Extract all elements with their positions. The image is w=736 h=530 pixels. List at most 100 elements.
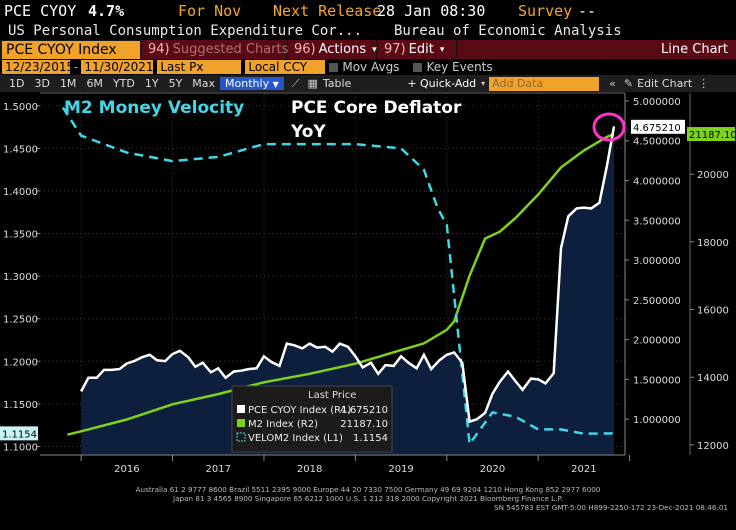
pce-last-tag: 4.675210 xyxy=(633,123,681,134)
highlight-circle xyxy=(592,112,626,142)
quick-add-button[interactable]: + Quick-Add xyxy=(407,77,477,90)
r2-tick-label: 12000 xyxy=(697,441,729,452)
legend-value-pce: 4.675210 xyxy=(340,405,388,416)
ticker-header: PCE CYOY 4.7% For Nov Next Release 28 Ja… xyxy=(0,0,736,21)
edit-chart-icon: ✎ xyxy=(623,77,634,90)
r2-tick-label: 20000 xyxy=(697,170,729,181)
chart-settings-row: 12/23/2015 - 11/30/2021 Last Px Local CC… xyxy=(0,59,736,75)
security-description: US Personal Consumption Expenditure Cor.… xyxy=(8,22,363,39)
survey-label: Survey xyxy=(518,1,573,20)
chart-type-title: Line Chart xyxy=(458,40,736,59)
table-icon: ▦ xyxy=(307,77,318,90)
edit-label: Edit xyxy=(408,42,434,57)
tab-1y[interactable]: 1Y xyxy=(144,77,159,90)
edit-dropdown-icon: ▾ xyxy=(439,44,445,55)
table-button[interactable]: Table xyxy=(322,77,352,90)
pce-last-tag-bg xyxy=(631,119,685,134)
suggested-charts-number: 94) xyxy=(148,42,170,57)
frequency-label: Monthly xyxy=(225,77,270,90)
pce-annotation-line1: PCE Core Deflator xyxy=(291,98,462,118)
l1-tick-label: 1.3000 xyxy=(3,272,38,283)
actions-label: Actions xyxy=(318,42,367,57)
last-value: 4.7% xyxy=(88,1,125,20)
legend-swatch-velocity xyxy=(236,432,246,442)
r1-tick-label: 2.500000 xyxy=(633,296,681,307)
velocity-last-tag-bg xyxy=(0,426,38,441)
suggested-charts-label: Suggested Charts xyxy=(172,42,289,57)
r1-tick-label: 3.000000 xyxy=(633,256,681,267)
survey-value: -- xyxy=(578,1,597,20)
velocity-last-tag: 1.1154 xyxy=(2,429,37,440)
l1-tick-label: 1.2000 xyxy=(3,357,38,368)
period-tabs-row: 1D 3D 1M 6M YTD 1Y 5Y Max Monthly ▼ ⟋ ▦ … xyxy=(0,75,736,92)
r2-tick-label: 16000 xyxy=(697,306,729,317)
edit-menu[interactable]: 97) Edit ▾ xyxy=(378,40,456,59)
chart-settings-icon[interactable]: ⋮ xyxy=(698,77,710,90)
line-chart-icon[interactable]: ⟋ xyxy=(291,76,300,90)
r1-tick-label: 4.000000 xyxy=(633,177,681,188)
edit-number: 97) xyxy=(384,42,406,57)
ticker-symbol: PCE CYOY xyxy=(4,1,77,20)
mov-avgs-checkbox[interactable] xyxy=(329,62,339,72)
legend-label-velocity: VELOM2 Index (L1) xyxy=(248,433,343,444)
actions-menu[interactable]: 96) Actions ▾ xyxy=(288,40,377,59)
tab-5y[interactable]: 5Y xyxy=(168,77,183,90)
x-tick-label: 2019 xyxy=(388,464,413,475)
tab-1m[interactable]: 1M xyxy=(59,77,77,90)
currency-select[interactable]: Local CCY xyxy=(245,60,326,74)
l1-tick-label: 1.4000 xyxy=(3,187,38,198)
axis-l1: 1.1000 1.1500 1.2000 1.2500 1.3000 1.3500 1.40… xyxy=(3,102,40,453)
next-release-date: 28 Jan 08:30 xyxy=(377,1,486,20)
r1-tick-label: 1.500000 xyxy=(633,375,681,386)
tab-6m[interactable]: 6M xyxy=(86,77,103,90)
x-tick-label: 2017 xyxy=(206,464,231,475)
legend-swatch-pce xyxy=(237,405,245,413)
r2-tick-label: 18000 xyxy=(697,238,729,249)
frequency-select[interactable]: Monthly ▼ xyxy=(220,77,284,90)
l1-tick-label: 1.3500 xyxy=(3,230,38,241)
r1-tick-label: 1.000000 xyxy=(633,415,681,426)
m2-last-tag-bg xyxy=(687,127,735,142)
data-source: Bureau of Economic Analysis xyxy=(394,22,622,39)
end-date-input[interactable]: 11/30/2021 xyxy=(81,60,154,74)
m2-series-line xyxy=(67,132,615,436)
key-events-checkbox[interactable] xyxy=(413,62,423,72)
velocity-series-line xyxy=(61,106,615,448)
legend-value-m2: 21187.10 xyxy=(340,419,388,430)
l1-tick-label: 1.5000 xyxy=(3,102,38,113)
next-release-label: Next Release xyxy=(273,1,382,20)
key-events-label: Key Events xyxy=(426,60,493,74)
legend-swatch-m2 xyxy=(237,419,245,427)
r1-tick-label: 3.500000 xyxy=(633,216,681,227)
l1-tick-label: 1.1000 xyxy=(3,442,38,453)
price-field-select[interactable]: Last Px xyxy=(157,60,242,74)
footer-contacts-2: Japan 81 3 4565 8900 Singapore 65 6212 1… xyxy=(172,494,563,503)
x-tick-label: 2018 xyxy=(297,464,322,475)
m2-last-tag: 21187.10 xyxy=(689,130,736,141)
edit-chart-button[interactable]: Edit Chart xyxy=(637,77,693,90)
velocity-annotation: M2 Money Velocity xyxy=(64,98,244,118)
security-field-text: PCE CYOY Index xyxy=(6,41,117,58)
actions-number: 96) xyxy=(294,42,316,57)
footer-contacts-1: Australia 61 2 9777 8600 Brazil 5511 239… xyxy=(136,485,601,494)
r1-tick-label: 2.000000 xyxy=(633,336,681,347)
x-tick-label: 2016 xyxy=(114,464,139,475)
legend-label-pce: PCE CYOY Index (R1) xyxy=(248,405,351,416)
tab-max[interactable]: Max xyxy=(192,77,216,90)
x-tick-label: 2020 xyxy=(480,464,505,475)
tab-1d[interactable]: 1D xyxy=(9,77,25,90)
r1-tick-label: 4.500000 xyxy=(633,137,681,148)
r2-tick-label: 14000 xyxy=(697,373,729,384)
suggested-charts-button[interactable]: 94) Suggested Charts xyxy=(142,40,289,59)
date-separator: - xyxy=(74,60,79,74)
quick-add-dropdown-icon: ▾ xyxy=(481,79,486,88)
frequency-dropdown-icon: ▼ xyxy=(272,80,279,89)
add-data-input[interactable]: Add Data xyxy=(489,76,600,91)
r1-tick-label: 5.000000 xyxy=(633,97,681,108)
security-field[interactable]: PCE CYOY Index xyxy=(2,40,140,59)
start-date-input[interactable]: 12/23/2015 xyxy=(2,60,74,74)
tab-ytd[interactable]: YTD xyxy=(112,77,135,90)
collapse-icon[interactable]: « xyxy=(609,77,616,90)
pce-area-fill xyxy=(81,126,615,456)
tab-3d[interactable]: 3D xyxy=(34,77,50,90)
